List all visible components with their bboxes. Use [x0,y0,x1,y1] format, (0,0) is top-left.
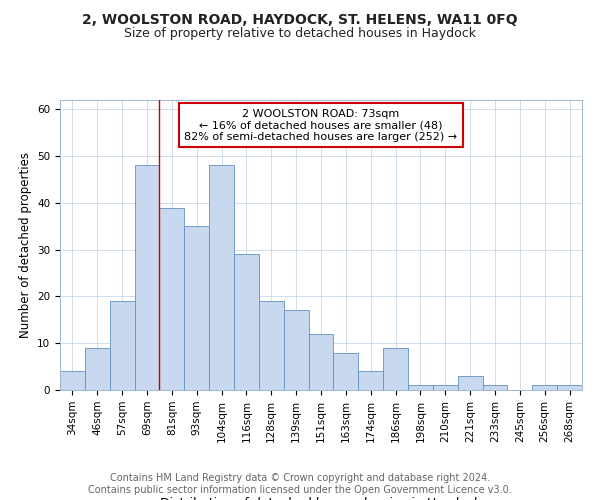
Bar [532,386,557,390]
Bar [482,386,508,390]
Bar [433,386,458,390]
Text: Size of property relative to detached houses in Haydock: Size of property relative to detached ho… [124,28,476,40]
Bar [184,226,209,390]
Bar [557,386,582,390]
Bar [284,310,308,390]
Bar [60,372,85,390]
Bar [408,386,433,390]
Bar [234,254,259,390]
Bar [383,348,408,390]
Text: Contains HM Land Registry data © Crown copyright and database right 2024.
Contai: Contains HM Land Registry data © Crown c… [88,474,512,495]
X-axis label: Distribution of detached houses by size in Haydock: Distribution of detached houses by size … [160,498,482,500]
Bar [85,348,110,390]
Bar [209,166,234,390]
Text: 2, WOOLSTON ROAD, HAYDOCK, ST. HELENS, WA11 0FQ: 2, WOOLSTON ROAD, HAYDOCK, ST. HELENS, W… [82,12,518,26]
Bar [110,301,134,390]
Bar [259,301,284,390]
Bar [160,208,184,390]
Bar [458,376,482,390]
Y-axis label: Number of detached properties: Number of detached properties [19,152,32,338]
Text: 2 WOOLSTON ROAD: 73sqm
← 16% of detached houses are smaller (48)
82% of semi-det: 2 WOOLSTON ROAD: 73sqm ← 16% of detached… [184,108,458,142]
Bar [358,372,383,390]
Bar [334,352,358,390]
Bar [308,334,334,390]
Bar [134,166,160,390]
